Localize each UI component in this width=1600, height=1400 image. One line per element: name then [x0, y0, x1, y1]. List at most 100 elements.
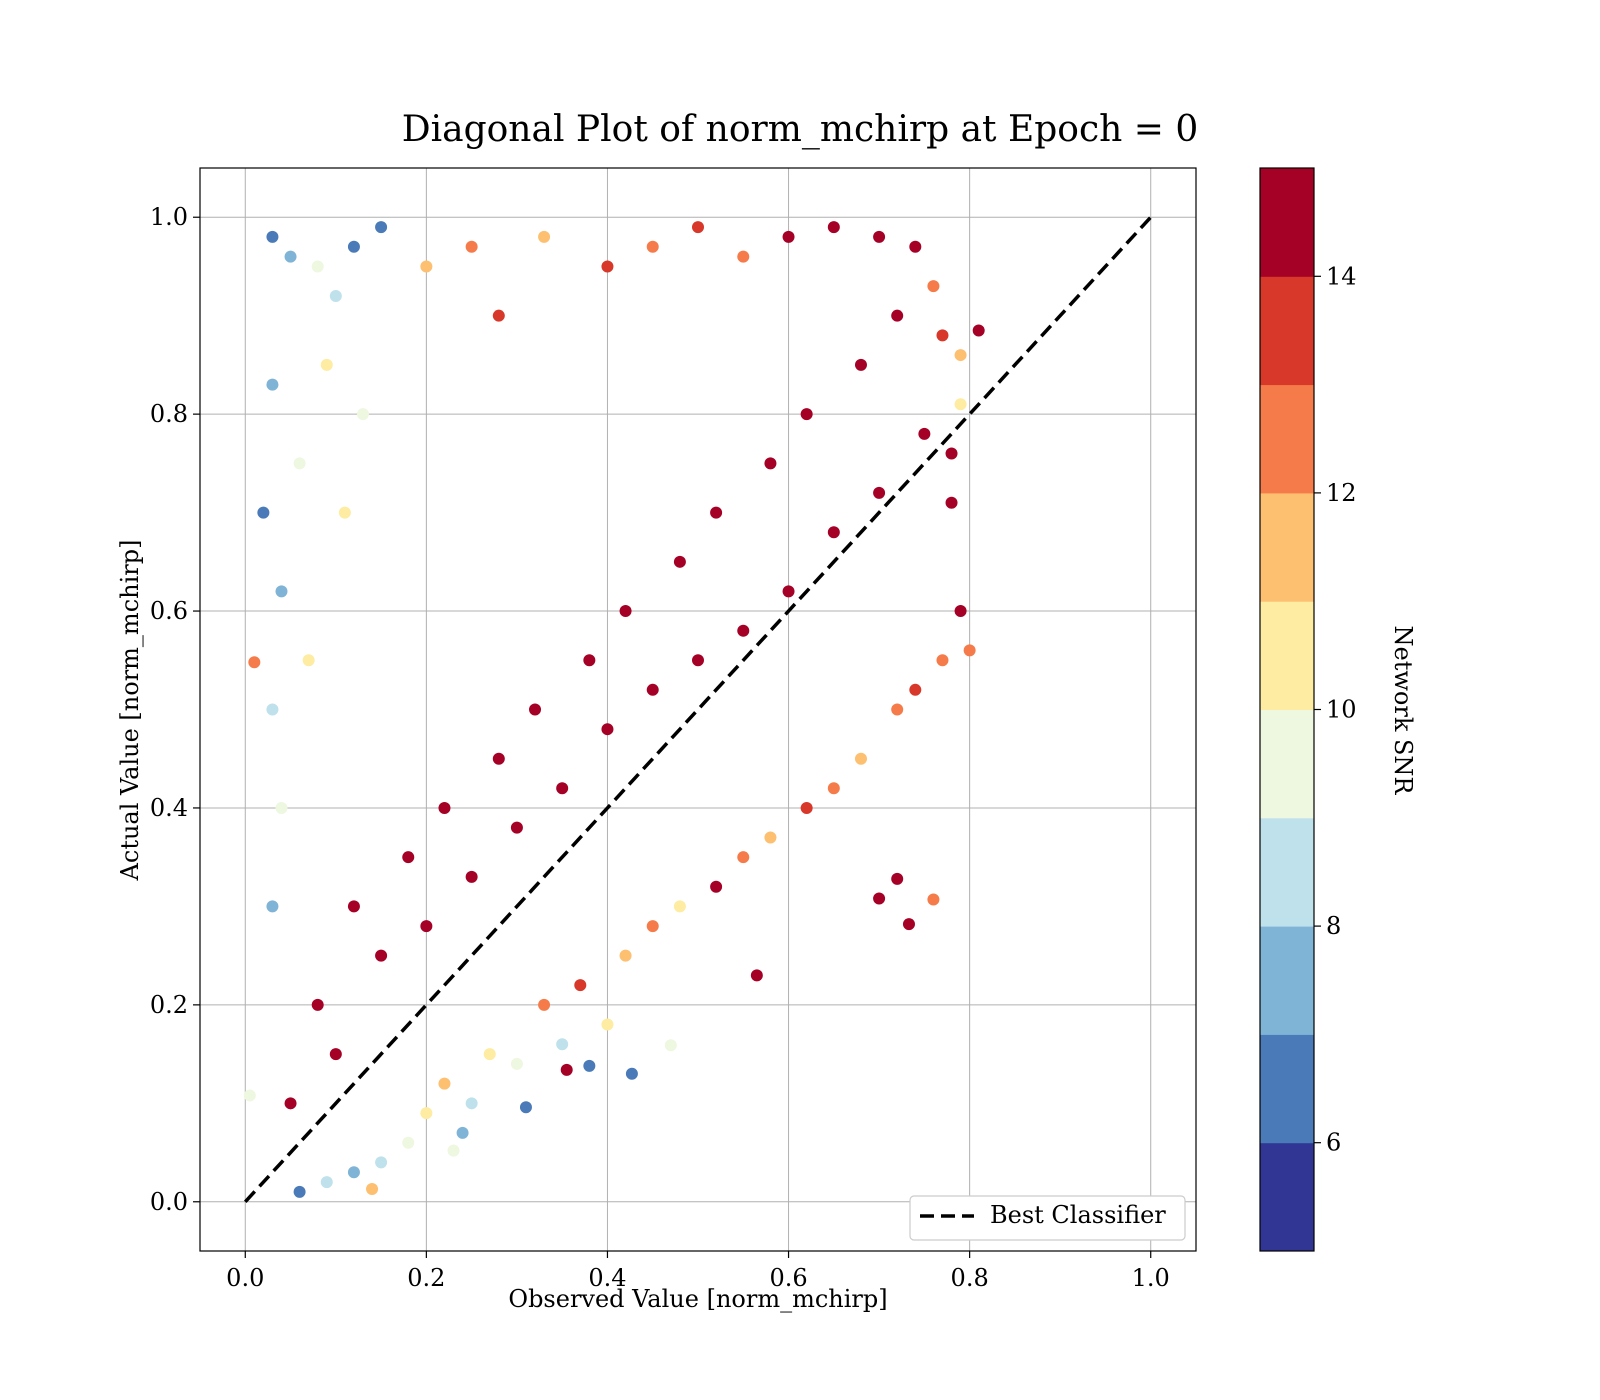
scatter-point	[257, 506, 270, 519]
scatter-point	[356, 408, 369, 421]
scatter-point	[447, 1144, 460, 1157]
scatter-point	[873, 230, 886, 243]
scatter-point	[646, 920, 659, 933]
scatter-point	[737, 624, 750, 637]
scatter-point	[338, 506, 351, 519]
scatter-point	[927, 280, 940, 293]
scatter-point	[601, 723, 614, 736]
colorbar-bin	[1260, 1034, 1314, 1144]
y-tick-label: 0.8	[150, 400, 188, 428]
scatter-point	[483, 1048, 496, 1061]
colorbar-bin	[1260, 817, 1314, 927]
scatter-point	[402, 1136, 415, 1149]
colorbar-label: Network SNR	[1389, 626, 1417, 796]
scatter-point	[266, 230, 279, 243]
legend-box	[909, 1195, 1186, 1241]
colorbar-bin	[1260, 601, 1314, 710]
scatter-point	[692, 654, 704, 667]
x-tick-label: 0.6	[769, 1264, 807, 1292]
scatter-point	[909, 240, 922, 253]
scatter-point	[329, 289, 342, 302]
y-axis-label: Actual Value [norm_mchirp]	[116, 540, 144, 882]
chart-title: Diagonal Plot of norm_mchirp at Epoch = …	[402, 109, 1199, 150]
scatter-point	[320, 1176, 333, 1189]
scatter-point	[737, 851, 750, 864]
scatter-point	[266, 900, 279, 913]
scatter-point	[737, 250, 750, 263]
y-tick-label: 0.4	[150, 794, 188, 822]
colorbar-tick-label: 12	[1326, 479, 1357, 507]
scatter-point	[750, 969, 763, 982]
scatter-point	[465, 240, 478, 253]
scatter-point	[854, 358, 867, 371]
scatter-point	[583, 654, 596, 667]
scatter-point	[873, 892, 886, 905]
scatter-point	[891, 703, 904, 716]
scatter-point	[764, 831, 777, 844]
scatter-point	[510, 1057, 523, 1070]
scatter-point	[673, 555, 686, 568]
scatter-point	[243, 1089, 256, 1102]
scatter-point	[492, 752, 505, 765]
colorbar-bin	[1260, 384, 1314, 494]
x-tick-label: 1.0	[1132, 1264, 1170, 1292]
scatter-point	[827, 221, 840, 234]
scatter-point	[625, 1067, 638, 1080]
scatter-point	[601, 1018, 614, 1031]
colorbar-tick-label: 8	[1326, 912, 1341, 940]
scatter-point	[574, 979, 587, 992]
legend-label: Best Classifier	[990, 1201, 1166, 1229]
scatter-point	[375, 221, 388, 234]
scatter-point	[538, 230, 551, 243]
scatter-point	[954, 605, 967, 618]
scatter-point	[583, 1059, 596, 1072]
y-tick-label: 0.6	[150, 597, 188, 625]
scatter-point	[347, 240, 360, 253]
plot-frame	[199, 167, 1197, 1252]
x-tick-label: 0.0	[226, 1264, 264, 1292]
colorbar: 6 8 10 12 14 Network SNR	[1259, 167, 1417, 1252]
scatter-point	[266, 378, 279, 391]
scatter-point	[529, 703, 542, 716]
scatter-point	[764, 457, 777, 470]
scatter-point	[347, 1166, 360, 1179]
scatter-point	[311, 260, 324, 273]
colorbar-bin	[1260, 492, 1314, 602]
scatter-point	[646, 240, 659, 253]
scatter-point	[963, 644, 976, 657]
scatter-point	[284, 250, 297, 263]
scatter-point	[275, 801, 288, 814]
scatter-point	[710, 880, 723, 893]
colorbar-tick-label: 10	[1326, 696, 1357, 724]
y-tick-label: 0.2	[150, 991, 188, 1019]
scatter-point	[284, 1097, 297, 1110]
scatter-point	[673, 900, 686, 913]
y-axis-ticks: 0.0 0.2 0.4 0.6 0.8 1.0	[150, 203, 200, 1216]
scatter-point	[420, 260, 433, 273]
scatter-point	[492, 309, 505, 322]
scatter-point	[692, 221, 704, 234]
scatter-point	[465, 1097, 478, 1110]
scatter-point	[375, 1156, 388, 1169]
scatter-point	[311, 998, 324, 1011]
x-tick-label: 0.8	[951, 1264, 989, 1292]
scatter-point	[275, 585, 288, 598]
scatter-point	[293, 1185, 306, 1198]
colorbar-bin	[1260, 276, 1314, 386]
scatter-point	[560, 1063, 573, 1076]
colorbar-tick-label: 14	[1326, 262, 1357, 290]
scatter-point	[619, 949, 632, 962]
scatter-point	[936, 654, 949, 667]
scatter-point	[538, 998, 551, 1011]
scatter-point	[909, 683, 922, 696]
scatter-point	[320, 358, 333, 371]
scatter-point	[302, 654, 315, 667]
scatter-point	[248, 656, 261, 669]
scatter-point	[375, 949, 388, 962]
scatter-points	[243, 221, 985, 1198]
scatter-point	[918, 427, 931, 440]
scatter-point	[945, 447, 958, 460]
scatter-point	[456, 1126, 469, 1139]
y-tick-label: 1.0	[150, 203, 188, 231]
